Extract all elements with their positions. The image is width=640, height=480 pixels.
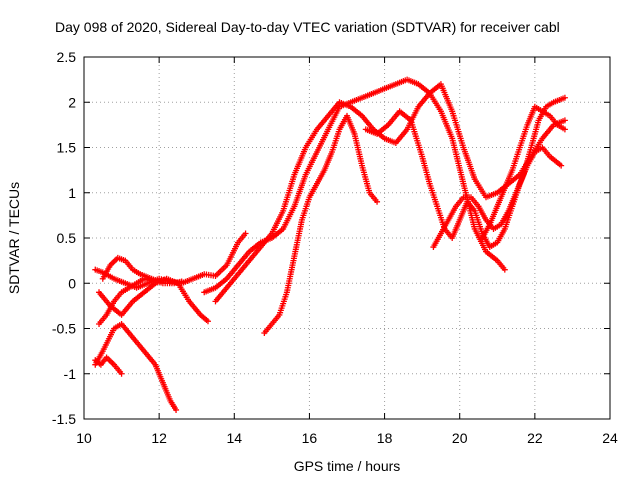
series-track-2 — [92, 354, 125, 377]
y-tick-label: 2.5 — [57, 49, 77, 65]
x-axis-label: GPS time / hours — [294, 458, 401, 474]
data-point — [242, 230, 249, 237]
x-tick-label: 22 — [527, 430, 543, 446]
chart-title: Day 098 of 2020, Sidereal Day-to-day VTE… — [55, 19, 560, 35]
data-point — [173, 406, 180, 413]
x-tick-label: 20 — [452, 430, 468, 446]
y-tick-label: 2 — [68, 94, 76, 110]
y-tick-label: 0 — [68, 275, 76, 291]
data-points — [92, 76, 568, 413]
x-tick-label: 14 — [226, 430, 242, 446]
series-track-8 — [212, 81, 568, 305]
y-axis-label: SDTVAR / TECUs — [6, 182, 22, 294]
data-point — [561, 117, 568, 124]
data-point — [118, 370, 125, 377]
series-track-12 — [479, 103, 568, 241]
axis-ticks: 10 12 14 16 18 20 22 24 -1.5 -1 -0.5 0 0.5 1 1.5 2 2.5 — [52, 49, 618, 446]
data-point — [148, 277, 155, 284]
x-tick-label: 24 — [602, 430, 618, 446]
x-tick-label: 12 — [151, 430, 167, 446]
x-tick-label: 16 — [302, 430, 318, 446]
y-tick-label: 1 — [68, 185, 76, 201]
series-track-9 — [261, 112, 381, 337]
data-point — [374, 198, 381, 205]
grid — [84, 57, 610, 419]
data-point — [561, 94, 568, 101]
series-track-11 — [430, 94, 568, 251]
y-tick-label: -1 — [64, 366, 77, 382]
data-point — [561, 126, 568, 133]
data-point — [558, 162, 565, 169]
series-track-10 — [362, 108, 565, 251]
y-tick-label: -1.5 — [52, 411, 76, 427]
y-tick-label: 0.5 — [57, 230, 77, 246]
x-tick-label: 10 — [76, 430, 92, 446]
series-track-6 — [96, 275, 155, 327]
plot-frame — [83, 56, 611, 420]
data-point — [204, 318, 211, 325]
series-track-1 — [92, 320, 180, 413]
data-point — [501, 266, 508, 273]
x-tick-label: 18 — [377, 430, 393, 446]
y-tick-label: -0.5 — [52, 321, 76, 337]
data-point — [178, 278, 185, 285]
y-tick-label: 1.5 — [57, 140, 77, 156]
